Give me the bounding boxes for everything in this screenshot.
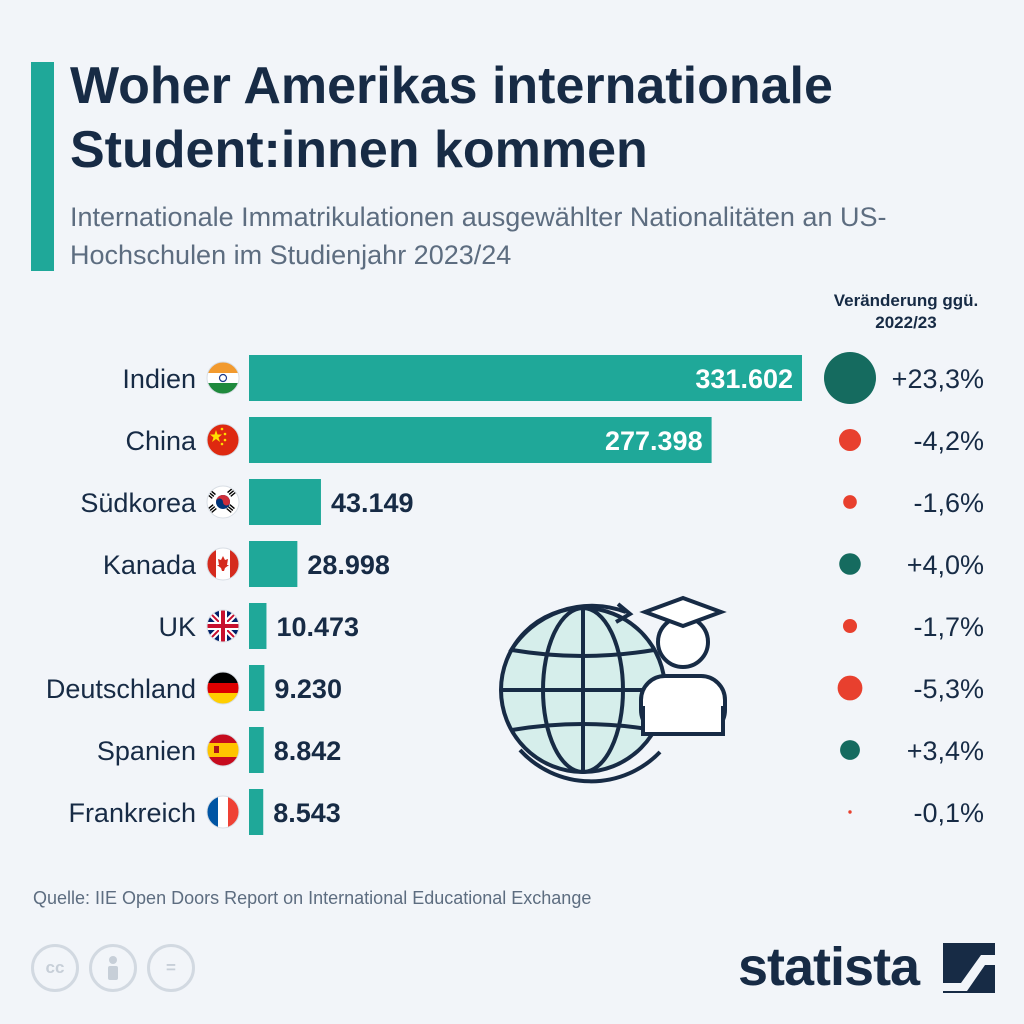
bar-row: UK 10.473 -1,7% — [158, 603, 984, 649]
attribution-icon[interactable] — [89, 944, 137, 992]
change-bubble — [824, 352, 876, 404]
bar-value-label: 9.230 — [274, 674, 342, 704]
uk-flag-icon — [206, 609, 240, 643]
category-label: Kanada — [103, 550, 197, 580]
chart-title: Woher Amerikas internationale Student:in… — [70, 57, 833, 179]
category-label: Südkorea — [80, 488, 197, 518]
bar-row: China 277.398 -4,2% — [125, 417, 984, 463]
change-bubble — [848, 810, 852, 814]
change-bubble — [839, 553, 861, 575]
creative-commons-icon[interactable]: cc — [31, 944, 79, 992]
change-label: -1,7% — [913, 612, 984, 642]
chart-subtitle: Internationale Immatrikulationen ausgewä… — [70, 202, 887, 270]
statista-logo[interactable]: statista — [738, 935, 998, 999]
change-bubble — [843, 495, 857, 509]
germany-flag-icon — [206, 671, 240, 705]
change-bubble — [838, 428, 862, 452]
license-icons: cc = — [31, 944, 195, 992]
change-label: -4,2% — [913, 426, 984, 456]
bar — [249, 355, 802, 401]
change-label: +3,4% — [907, 736, 984, 766]
france-flag-icon — [206, 795, 240, 829]
bar-value-label: 10.473 — [276, 612, 359, 642]
source-note: Quelle: IIE Open Doors Report on Interna… — [33, 888, 592, 908]
change-bubble — [840, 740, 860, 760]
bar-value-label: 28.998 — [307, 550, 390, 580]
change-label: +4,0% — [907, 550, 984, 580]
accent-bar — [31, 62, 54, 271]
bar — [249, 727, 264, 773]
category-label: Frankreich — [68, 798, 196, 828]
change-label: -5,3% — [913, 674, 984, 704]
india-flag-icon — [206, 361, 240, 395]
no-derivatives-icon[interactable]: = — [147, 944, 195, 992]
category-label: Indien — [122, 364, 196, 394]
bar — [249, 417, 712, 463]
bar — [249, 541, 298, 587]
bar-value-label: 8.543 — [273, 798, 341, 828]
category-label: China — [125, 426, 197, 456]
bar-value-label: 277.398 — [605, 426, 703, 456]
bar — [249, 479, 321, 525]
change-label: -0,1% — [913, 798, 984, 828]
category-label: Spanien — [97, 736, 196, 766]
change-label: -1,6% — [913, 488, 984, 518]
change-bubble — [837, 675, 863, 701]
change-label: +23,3% — [892, 364, 984, 394]
bar-row: Frankreich 8.543 -0,1% — [68, 789, 984, 835]
statista-logo-mark-icon — [943, 943, 995, 993]
china-flag-icon — [206, 423, 240, 457]
bar-value-label: 331.602 — [695, 364, 793, 394]
bar — [249, 665, 265, 711]
bar-value-label: 8.842 — [274, 736, 342, 766]
change-column-header: Veränderung ggü. 2022/23 — [833, 291, 979, 332]
change-bubble — [842, 618, 858, 634]
bar-row: Indien 331.602 +23,3% — [122, 352, 984, 404]
globe-student-illustration — [499, 595, 727, 784]
bar-row: Kanada 28.998 +4,0% — [103, 541, 984, 587]
spain-flag-icon — [206, 733, 240, 767]
bar-row: Südkorea 43.149 -1,6% — [80, 479, 984, 525]
south-korea-flag-icon — [206, 485, 240, 519]
bar-row: Spanien 8.842 +3,4% — [97, 727, 984, 773]
bar-value-label: 43.149 — [331, 488, 414, 518]
bar-row: Deutschland 9.230 -5,3% — [46, 665, 984, 711]
bar — [249, 603, 267, 649]
canada-flag-icon — [206, 547, 240, 581]
bar-chart: Indien 331.602 +23,3% China 277.398 -4,2% Südk… — [46, 352, 984, 835]
bar — [249, 789, 264, 835]
logo-wordmark: statista — [738, 937, 920, 997]
category-label: UK — [158, 612, 196, 642]
category-label: Deutschland — [46, 674, 196, 704]
